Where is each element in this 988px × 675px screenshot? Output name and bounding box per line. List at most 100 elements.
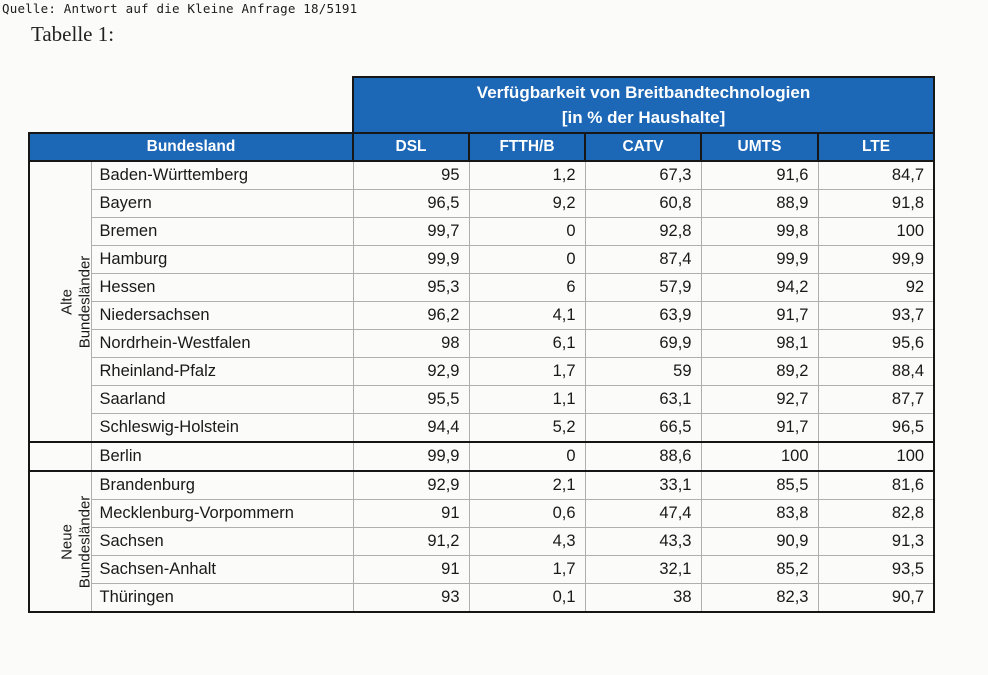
state-name-cell: Hessen	[90, 273, 354, 302]
value-cell: 100	[817, 217, 936, 246]
value-cell: 1,2	[468, 160, 586, 190]
value-cell: 93	[352, 583, 470, 613]
value-cell: 98	[352, 329, 470, 358]
state-name-cell: Mecklenburg-Vorpommern	[90, 499, 354, 528]
value-cell: 4,1	[468, 301, 586, 330]
value-cell: 38	[584, 583, 702, 613]
value-cell: 87,7	[817, 385, 936, 414]
value-cell: 99,9	[700, 245, 819, 274]
state-name-cell: Rheinland-Pfalz	[90, 357, 354, 386]
value-cell: 95	[352, 160, 470, 190]
value-cell: 94,2	[700, 273, 819, 302]
value-cell: 99,9	[352, 441, 470, 472]
value-cell: 99,7	[352, 217, 470, 246]
table-row: Thüringen 93 0,1 38 82,3 90,7	[29, 583, 936, 613]
value-cell: 63,1	[584, 385, 702, 414]
table-row: Mecklenburg-Vorpommern 91 0,6 47,4 83,8 82,8	[29, 499, 936, 528]
value-cell: 95,3	[352, 273, 470, 302]
col-header-dsl: DSL	[352, 132, 470, 162]
table-row: Alte Bundesländer Baden-Württemberg 95 1,2 67…	[28, 160, 936, 443]
col-header-lte: LTE	[816, 132, 936, 162]
col-header-umts: UMTS	[700, 132, 819, 162]
table-row: Bayern 96,5 9,2 60,8 88,9 91,8	[29, 189, 936, 218]
value-cell: 0,1	[468, 583, 586, 613]
col-header-bundesland: Bundesland	[28, 132, 354, 162]
state-name-cell: Saarland	[90, 385, 354, 414]
value-cell: 1,7	[468, 555, 586, 584]
group-label-line2: Bundesländer	[76, 255, 94, 348]
broadband-availability-table: Verfügbarkeit von Breitbandtechnologien …	[28, 76, 936, 613]
value-cell: 33,1	[584, 470, 702, 500]
value-cell: 43,3	[584, 527, 702, 556]
value-cell: 47,4	[584, 499, 702, 528]
value-cell: 91,7	[700, 301, 819, 330]
value-cell: 99,8	[700, 217, 819, 246]
state-name-cell: Bremen	[90, 217, 354, 246]
value-cell: 67,3	[584, 160, 702, 190]
value-cell: 6	[468, 273, 586, 302]
value-cell: 98,1	[700, 329, 819, 358]
value-cell: 57,9	[584, 273, 702, 302]
col-header-ftthb: FTTH/B	[468, 132, 586, 162]
value-cell: 81,6	[817, 470, 936, 500]
value-cell: 5,2	[468, 413, 586, 443]
value-cell: 0	[468, 441, 586, 472]
value-cell: 84,7	[817, 160, 936, 190]
row-group-label: Alte Bundesländer	[28, 160, 94, 443]
value-cell: 4,3	[468, 527, 586, 556]
value-cell: 90,7	[817, 583, 936, 613]
value-cell: 60,8	[584, 189, 702, 218]
value-cell: 87,4	[584, 245, 702, 274]
group-label-line1: Neue	[58, 523, 76, 560]
value-cell: 91	[352, 555, 470, 584]
table-row: Bremen 99,7 0 92,8 99,8 100	[29, 217, 936, 246]
value-cell: 88,6	[584, 441, 702, 472]
value-cell: 96,2	[352, 301, 470, 330]
value-cell: 82,8	[817, 499, 936, 528]
value-cell: 2,1	[468, 470, 586, 500]
row-group-label: Neue Bundesländer	[28, 470, 94, 613]
value-cell: 0	[468, 245, 586, 274]
value-cell: 83,8	[700, 499, 819, 528]
state-name-cell: Nordrhein-Westfalen	[90, 329, 354, 358]
state-name-cell: Niedersachsen	[90, 301, 354, 330]
value-cell: 91,6	[700, 160, 819, 190]
table-row: Sachsen-Anhalt 91 1,7 32,1 85,2 93,5	[29, 555, 936, 584]
table-title: Verfügbarkeit von Breitbandtechnologien …	[351, 76, 936, 134]
table-title-row: Verfügbarkeit von Breitbandtechnologien …	[29, 76, 936, 134]
table-title-line1: Verfügbarkeit von Breitbandtechnologien	[476, 82, 811, 102]
value-cell: 100	[700, 441, 819, 472]
value-cell: 92,8	[584, 217, 702, 246]
value-cell: 85,5	[700, 470, 819, 500]
source-reference: Quelle: Antwort auf die Kleine Anfrage 1…	[2, 1, 358, 16]
value-cell: 92,9	[352, 470, 470, 500]
table-row: Berlin 99,9 0 88,6 100 100	[28, 441, 936, 472]
col-header-catv: CATV	[584, 132, 702, 162]
value-cell: 95,5	[352, 385, 470, 414]
state-name-cell: Brandenburg	[90, 470, 354, 500]
state-name-cell: Berlin	[90, 441, 354, 472]
value-cell: 93,5	[817, 555, 936, 584]
state-name-cell: Thüringen	[90, 583, 354, 613]
state-name-cell: Hamburg	[90, 245, 354, 274]
value-cell: 95,6	[817, 329, 936, 358]
value-cell: 85,2	[700, 555, 819, 584]
value-cell: 92,7	[700, 385, 819, 414]
table-row: Hamburg 99,9 0 87,4 99,9 99,9	[29, 245, 936, 274]
table-row: Rheinland-Pfalz 92,9 1,7 59 89,2 88,4	[29, 357, 936, 386]
table-row: Sachsen 91,2 4,3 43,3 90,9 91,3	[29, 527, 936, 556]
table-row: Saarland 95,5 1,1 63,1 92,7 87,7	[29, 385, 936, 414]
empty-corner-cell	[29, 77, 353, 133]
table-row: Neue Bundesländer Brandenburg 92,9 2,1 33,1 85…	[28, 470, 936, 613]
value-cell: 66,5	[584, 413, 702, 443]
state-name-cell: Sachsen-Anhalt	[90, 555, 354, 584]
group-label-line2: Bundesländer	[76, 495, 94, 588]
value-cell: 92	[817, 273, 936, 302]
value-cell: 99,9	[817, 245, 936, 274]
state-name-cell: Schleswig-Holstein	[90, 413, 354, 443]
value-cell: 9,2	[468, 189, 586, 218]
value-cell: 99,9	[352, 245, 470, 274]
table-row: Nordrhein-Westfalen 98 6,1 69,9 98,1 95,6	[29, 329, 936, 358]
value-cell: 91	[352, 499, 470, 528]
table-row: Hessen 95,3 6 57,9 94,2 92	[29, 273, 936, 302]
